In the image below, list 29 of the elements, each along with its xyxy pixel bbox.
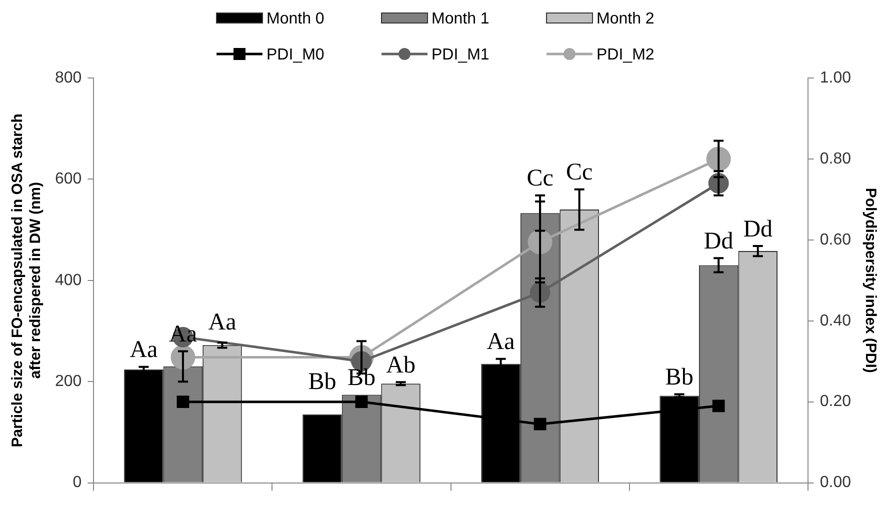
data-label: Aa	[486, 329, 516, 356]
y2-tick-label: 0.60	[820, 231, 852, 248]
data-label: Cc	[566, 160, 593, 186]
data-label: Cc	[526, 166, 554, 192]
data-label: Ab	[386, 352, 416, 378]
y2-tick-label: 0.20	[820, 393, 852, 410]
y-tick-label: 200	[54, 373, 82, 390]
y-tick-label: 0	[72, 474, 82, 492]
legend-label: PDI_M1	[432, 46, 490, 64]
y-axis-title: Particle size of FO-encapsulated in OSA starch after redispered in DW (nm)	[9, 114, 44, 448]
data-label: Bb	[308, 369, 336, 396]
legend-label: Month 2	[596, 10, 654, 28]
y2-axis-title: Polydispersity index (PDI)	[862, 188, 879, 373]
legend-label: PDI_M0	[266, 46, 324, 64]
data-label: Aa	[208, 310, 237, 336]
data-label: Aa	[130, 337, 158, 364]
y2-tick-label: 0.40	[820, 312, 852, 330]
legend-label: Month 0	[266, 10, 324, 28]
data-label: Dd	[743, 216, 773, 242]
y2-tick-label: 0.00	[820, 474, 852, 492]
y2-tick-label: 1.00	[820, 69, 852, 86]
legend-label: PDI_M2	[596, 46, 654, 64]
y-tick-label: 400	[54, 272, 82, 289]
legend-label: Month 1	[432, 10, 490, 28]
y2-tick-label: 0.80	[820, 150, 852, 168]
data-label: Bb	[665, 364, 694, 391]
data-label: Dd	[704, 228, 734, 254]
y-tick-label: 800	[54, 69, 82, 86]
y-tick-label: 600	[54, 170, 82, 188]
